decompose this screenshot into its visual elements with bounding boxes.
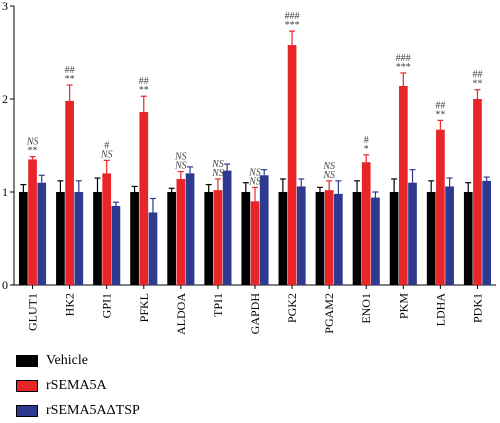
legend-swatch-rsema5a xyxy=(16,379,38,392)
x-tick-label: GAPDH xyxy=(248,293,262,335)
x-tick-label: PKM xyxy=(396,293,410,319)
legend-item-rsema5a: rSEMA5A xyxy=(16,373,140,398)
y-tick-label: 3 xyxy=(2,0,8,13)
significance-label: ### xyxy=(396,53,411,64)
bar xyxy=(213,190,223,285)
bar xyxy=(436,129,445,285)
significance-label: ## xyxy=(139,76,149,87)
bar xyxy=(259,175,269,285)
bar xyxy=(130,192,139,285)
bar xyxy=(111,205,121,285)
significance-label: ** xyxy=(472,79,482,90)
legend-label-vehicle: Vehicle xyxy=(46,352,88,368)
x-tick-label: PDK1 xyxy=(470,293,484,323)
y-tick-label: 1 xyxy=(2,185,8,199)
y-tick-label: 2 xyxy=(2,92,8,106)
x-tick-label: GLUT1 xyxy=(26,293,40,331)
bar xyxy=(102,173,112,285)
significance-label: ## xyxy=(65,65,75,76)
significance-label: NS xyxy=(322,170,335,181)
significance-label: NS xyxy=(174,161,187,172)
significance-label: # xyxy=(364,135,369,146)
x-tick-label: ENO1 xyxy=(359,293,373,324)
x-tick-label: PFKL xyxy=(137,293,151,322)
bar xyxy=(18,192,28,285)
significance-label: NS xyxy=(211,159,224,170)
legend-label-rsema5a-dtsp: rSEMA5AΔTSP xyxy=(46,402,140,418)
bar xyxy=(361,162,371,285)
bar xyxy=(315,192,325,285)
legend-label-rsema5a: rSEMA5A xyxy=(46,377,107,393)
x-tick-label: GPI1 xyxy=(100,293,114,318)
x-tick-label: TPI1 xyxy=(211,293,225,317)
bar xyxy=(185,173,195,285)
bar xyxy=(334,193,343,285)
significance-label: NS xyxy=(211,168,224,179)
significance-label: ** xyxy=(139,85,149,96)
bar xyxy=(324,190,334,285)
bar xyxy=(222,170,232,285)
bar xyxy=(65,100,74,285)
significance-label: ** xyxy=(28,146,38,157)
significance-label: *** xyxy=(396,62,411,73)
x-tick-label: LDHA xyxy=(433,293,447,327)
bar-chart: 0123**NSGLUT1**##HK2NS#GPI1**##PFKLNSNSA… xyxy=(2,0,496,335)
significance-label: *** xyxy=(285,20,300,31)
bar xyxy=(426,192,436,285)
significance-label: ### xyxy=(285,11,300,22)
significance-label: * xyxy=(364,144,369,155)
significance-label: ** xyxy=(435,109,445,120)
bar xyxy=(56,192,65,285)
significance-label: NS xyxy=(248,176,261,187)
bar xyxy=(139,112,149,286)
bar xyxy=(445,186,454,285)
x-tick-label: PGK2 xyxy=(285,293,299,323)
significance-label: ## xyxy=(472,70,482,81)
bar xyxy=(482,180,492,285)
bar xyxy=(241,192,251,285)
bar xyxy=(167,192,176,285)
significance-label: # xyxy=(104,140,109,151)
significance-label: NS xyxy=(26,137,39,148)
legend-item-rsema5a-dtsp: rSEMA5AΔTSP xyxy=(16,398,140,423)
bar xyxy=(278,192,288,285)
bar xyxy=(93,192,102,285)
bar xyxy=(463,192,473,285)
significance-label: NS xyxy=(322,161,335,172)
x-tick-label: PGAM2 xyxy=(322,293,336,334)
bar xyxy=(204,192,214,285)
legend-item-vehicle: Vehicle xyxy=(16,348,140,373)
legend-swatch-rsema5a-dtsp xyxy=(16,404,38,417)
bar xyxy=(352,192,362,285)
bar xyxy=(389,192,399,285)
bar xyxy=(408,182,417,285)
bar xyxy=(37,182,47,285)
x-tick-label: HK2 xyxy=(63,293,77,316)
significance-label: NS xyxy=(248,167,261,178)
legend: Vehicle rSEMA5A rSEMA5AΔTSP xyxy=(16,348,140,423)
bar xyxy=(473,99,482,285)
bar xyxy=(398,85,408,285)
bar xyxy=(148,212,158,285)
bar xyxy=(176,178,186,285)
significance-label: ** xyxy=(65,74,75,85)
x-tick-label: ALDOA xyxy=(174,293,188,335)
bar xyxy=(28,159,37,285)
bar xyxy=(250,201,260,285)
significance-label: NS xyxy=(100,149,113,160)
y-tick-label: 0 xyxy=(2,278,8,292)
significance-label: NS xyxy=(174,152,187,163)
significance-label: ## xyxy=(435,100,445,111)
legend-swatch-vehicle xyxy=(16,354,38,367)
bar xyxy=(371,197,380,285)
bar xyxy=(74,192,84,285)
bar xyxy=(287,45,297,286)
bar xyxy=(296,186,306,285)
